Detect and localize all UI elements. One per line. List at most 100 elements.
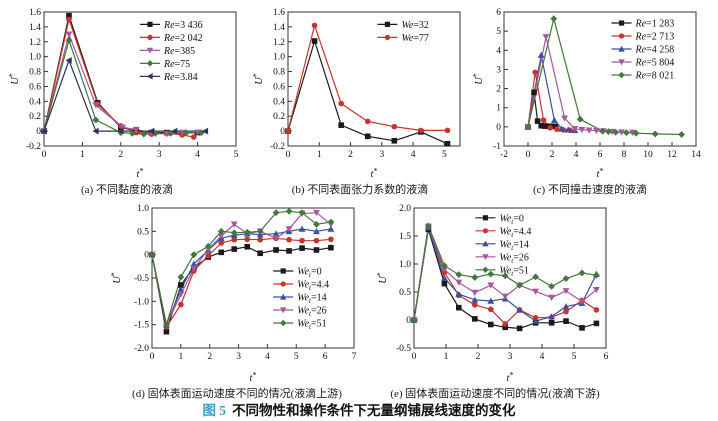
svg-text:Re=3.84: Re=3.84 [163, 72, 198, 83]
svg-text:Re=1 283: Re=1 283 [635, 19, 675, 30]
svg-text:3: 3 [379, 150, 384, 160]
svg-text:1: 1 [178, 352, 183, 362]
svg-text:-1: -1 [493, 142, 501, 152]
svg-text:t*: t* [371, 167, 378, 181]
svg-text:6: 6 [496, 8, 501, 18]
svg-text:-0.5: -0.5 [134, 274, 149, 284]
subplot-a-caption: (a) 不同黏度的液滴 [81, 184, 173, 196]
svg-text:Re=2 713: Re=2 713 [635, 32, 675, 43]
svg-text:0: 0 [280, 127, 285, 137]
svg-text:2: 2 [496, 85, 501, 95]
svg-text:12: 12 [667, 150, 677, 160]
svg-text:1.2: 1.2 [273, 38, 285, 48]
svg-text:1.5: 1.5 [399, 232, 411, 242]
svg-text:5: 5 [442, 150, 447, 160]
svg-text:0: 0 [406, 316, 411, 326]
svg-text:0: 0 [412, 352, 417, 362]
svg-text:2.0: 2.0 [399, 204, 411, 214]
svg-text:7: 7 [352, 352, 357, 362]
svg-text:0: 0 [144, 251, 149, 261]
svg-text:14: 14 [691, 150, 701, 160]
svg-text:1.4: 1.4 [273, 23, 285, 33]
svg-text:Re=5 804: Re=5 804 [635, 58, 675, 69]
svg-text:0: 0 [150, 352, 155, 362]
subplot-b-plot: 0 1 2 3 4 5-0.200.20.40.60.81.01.21.41.6t*U*W… [252, 8, 461, 181]
subplot-d: 0 1 2 3 4 5 6 7 -2.0 -1.5 -1.0 -0.5 0 0.5 1.0 t* U* Wet=0… [110, 200, 364, 401]
svg-text:Wet=26: Wet=26 [499, 252, 528, 264]
subplot-a-plot: 0 1 2 3 4 5-0.200.20.40.60.81.01.21.41.6t*U*R… [8, 8, 239, 181]
svg-text:0: 0 [42, 150, 47, 160]
svg-text:1.2: 1.2 [29, 38, 41, 48]
svg-text:2: 2 [550, 150, 555, 160]
svg-text:We=77: We=77 [401, 33, 429, 44]
svg-text:0.2: 0.2 [273, 112, 285, 122]
figure-caption-number: 图 5 [202, 403, 227, 418]
svg-text:1: 1 [80, 150, 85, 160]
svg-text:0.5: 0.5 [137, 227, 149, 237]
subplot-e-caption: (e) 固体表面运动速度不同的情况(液滴下游) [390, 388, 600, 400]
figure-caption: 图 5 不同物性和操作条件下无量纲铺展线速度的变化 [0, 399, 718, 419]
svg-text:1.0: 1.0 [137, 204, 149, 214]
svg-text:Wet=51: Wet=51 [499, 265, 528, 278]
svg-text:t*: t* [137, 167, 144, 181]
svg-text:3: 3 [157, 150, 162, 160]
svg-text:2: 2 [476, 352, 481, 362]
svg-text:-1.5: -1.5 [134, 321, 149, 331]
svg-text:U*: U* [110, 272, 123, 284]
svg-text:0: 0 [286, 150, 291, 160]
svg-text:U*: U* [252, 73, 265, 85]
svg-text:Wet=51: Wet=51 [297, 319, 326, 332]
svg-text:1: 1 [496, 104, 501, 114]
svg-text:U*: U* [472, 73, 485, 85]
svg-text:Wet=26: Wet=26 [297, 306, 326, 319]
svg-text:-0.2: -0.2 [26, 142, 41, 152]
svg-text:4: 4 [195, 150, 200, 160]
svg-text:8: 8 [622, 150, 627, 160]
svg-text:0: 0 [526, 150, 531, 160]
svg-text:4: 4 [265, 352, 270, 362]
svg-text:Wet=14: Wet=14 [499, 239, 528, 252]
svg-text:5: 5 [496, 27, 501, 37]
svg-text:0.8: 0.8 [29, 68, 41, 78]
svg-text:6: 6 [598, 150, 603, 160]
subplot-d-caption: (d) 固体表面运动速度不同的情况(液滴上游) [132, 388, 342, 400]
svg-text:4: 4 [540, 352, 545, 362]
svg-text:Re=3 436: Re=3 436 [163, 20, 203, 31]
svg-text:3: 3 [496, 65, 501, 75]
svg-text:4: 4 [411, 150, 416, 160]
subplot-e: 0 1 2 3 4 5 6 -0.5 0 0.5 1.0 1.5 2.0 t* U* Wet=0 Wet=4.4… [376, 200, 614, 401]
svg-text:0: 0 [36, 127, 41, 137]
svg-text:-1.0: -1.0 [134, 297, 149, 307]
svg-text:3: 3 [236, 352, 241, 362]
svg-text:0.2: 0.2 [29, 112, 41, 122]
subplot-e-plot: 0 1 2 3 4 5 6-0.500.51.01.52.0t*U*Wet=0Wet=4.4… [376, 204, 609, 385]
svg-text:0.5: 0.5 [399, 288, 411, 298]
subplot-b: 0 1 2 3 4 5 -0.2 0 0.2 0.4 0.6 0.8 1.0 1.2 1.4 1.6 t* U* W… [252, 2, 468, 197]
svg-text:2: 2 [118, 150, 123, 160]
svg-text:6: 6 [323, 352, 328, 362]
subplot-c: -2 0 2 4 6 8 10 12 14 -1 0 1 2 3 4 5 6 t* U* Re=1 283 Re=2 7… [472, 2, 708, 197]
svg-text:U*: U* [376, 272, 389, 284]
svg-text:1: 1 [444, 352, 449, 362]
svg-text:Wet=4.4: Wet=4.4 [499, 226, 531, 239]
svg-text:1.4: 1.4 [29, 23, 41, 33]
svg-text:Re=4 258: Re=4 258 [635, 45, 675, 56]
svg-text:Re=385: Re=385 [163, 46, 195, 57]
svg-text:U*: U* [8, 73, 21, 85]
figure-caption-text: 不同物性和操作条件下无量纲铺展线速度的变化 [232, 403, 516, 418]
svg-text:1.0: 1.0 [273, 53, 285, 63]
svg-text:1.0: 1.0 [399, 260, 411, 270]
svg-text:-0.5: -0.5 [396, 344, 411, 354]
svg-text:t*: t* [507, 371, 514, 385]
svg-text:5: 5 [572, 352, 577, 362]
svg-text:6: 6 [604, 352, 609, 362]
svg-text:Re=2 042: Re=2 042 [163, 33, 203, 44]
svg-text:4: 4 [496, 46, 501, 56]
svg-text:0.4: 0.4 [29, 97, 41, 107]
svg-text:Wet=0: Wet=0 [499, 213, 523, 226]
svg-text:0.6: 0.6 [29, 82, 41, 92]
subplot-b-caption: (b) 不同表面张力系数的液滴 [291, 184, 429, 196]
svg-text:3: 3 [508, 352, 513, 362]
